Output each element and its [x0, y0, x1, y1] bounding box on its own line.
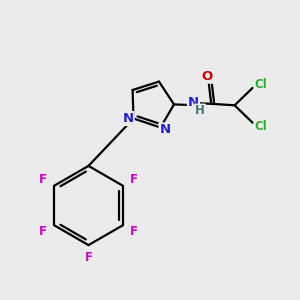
Text: Cl: Cl [255, 78, 267, 91]
Text: F: F [39, 173, 47, 186]
Text: F: F [130, 173, 138, 186]
Text: F: F [85, 251, 92, 264]
Text: F: F [39, 225, 47, 238]
Text: N: N [122, 112, 134, 125]
Text: N: N [188, 96, 199, 109]
Text: N: N [159, 123, 171, 136]
Text: F: F [130, 225, 138, 238]
Text: Cl: Cl [255, 120, 267, 133]
Text: O: O [202, 70, 213, 83]
Text: H: H [195, 104, 205, 118]
